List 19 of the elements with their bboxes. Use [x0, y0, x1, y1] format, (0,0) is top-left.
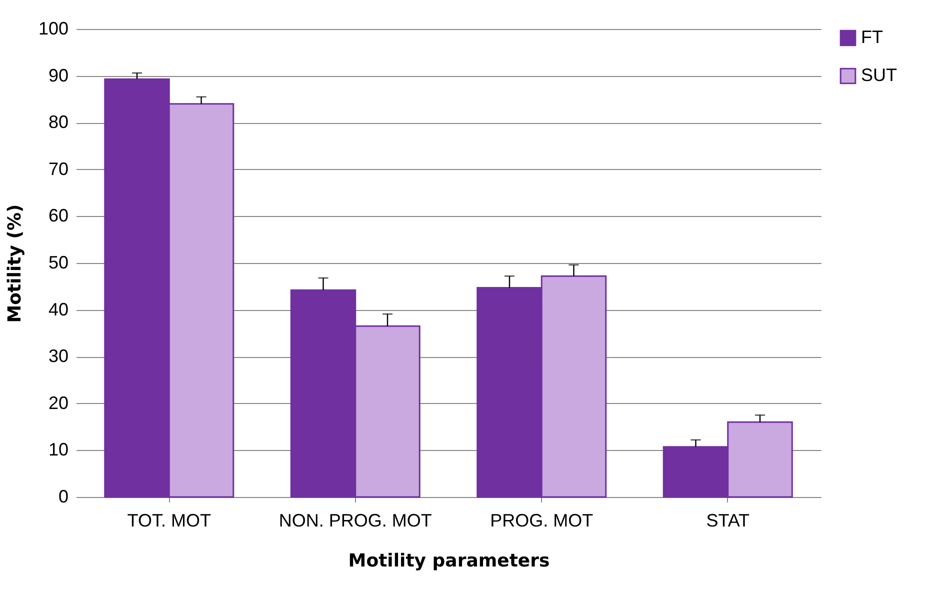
y-tick-label: 10 [48, 440, 68, 460]
legend-label: FT [861, 27, 883, 47]
x-tick-label: STAT [706, 510, 750, 530]
x-tick-label: NON. PROG. MOT [278, 510, 432, 530]
y-tick-label: 100 [38, 18, 68, 38]
y-tick-label: 0 [58, 486, 68, 506]
y-axis-title: Motility (%) [4, 204, 26, 323]
y-tick-label: 80 [48, 112, 68, 132]
y-tick-label: 90 [48, 65, 68, 86]
x-axis-title: Motility parameters [348, 550, 550, 572]
x-tick-label: TOT. MOT [127, 510, 211, 530]
legend-label: SUT [861, 65, 898, 85]
y-tick-label: 50 [48, 252, 68, 272]
y-tick-label: 20 [48, 392, 68, 413]
y-tick-label: 60 [48, 206, 68, 226]
x-tick-label: PROG. MOT [490, 510, 594, 530]
y-tick-label: 30 [48, 346, 68, 366]
y-tick-label: 40 [48, 299, 68, 320]
y-tick-label: 70 [48, 158, 68, 179]
